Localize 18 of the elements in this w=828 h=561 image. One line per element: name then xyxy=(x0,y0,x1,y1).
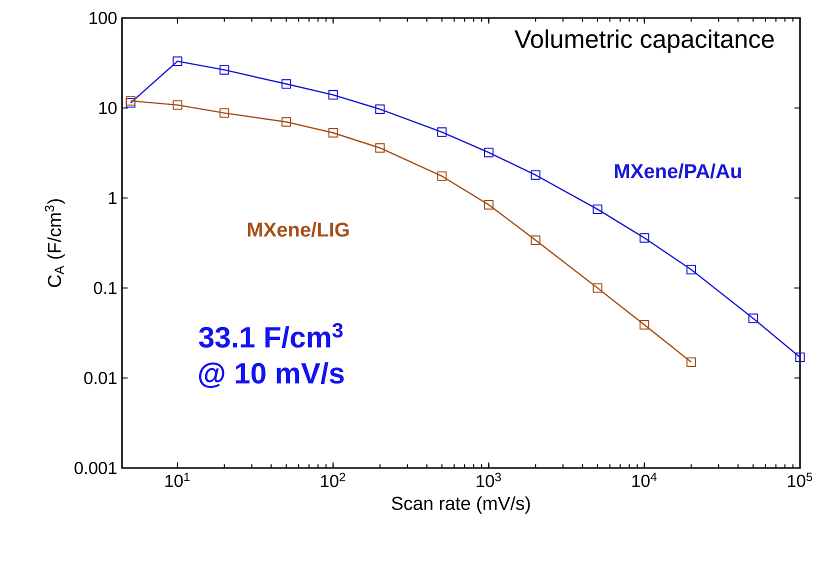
y-tick-label: 0.001 xyxy=(74,462,116,474)
annotation: @ 10 mV/s xyxy=(199,362,344,388)
x-axis-title: Scan rate (mV/s) xyxy=(392,496,530,514)
y-axis-title: C$_{A}$ (F/cm$^{3}$) xyxy=(44,199,65,288)
x-tick-label: 10$^{2}$ xyxy=(321,472,346,488)
y-tick-label: 0.01 xyxy=(84,372,116,384)
x-tick-label: 10$^{5}$ xyxy=(788,472,812,488)
chart-title: Volumetric capacitance xyxy=(514,29,774,54)
y-tick-label: 0.1 xyxy=(94,282,116,294)
x-tick-label: 10$^{1}$ xyxy=(165,472,190,488)
x-tick-label: 10$^{4}$ xyxy=(632,472,657,488)
y-tick-label: 100 xyxy=(90,12,117,24)
text: MXene/LIG xyxy=(248,222,349,237)
y-tick-label: 10 xyxy=(99,102,117,114)
x-tick-label: 10$^{3}$ xyxy=(476,472,501,488)
series-label: MXene/PA/Au xyxy=(615,164,741,178)
y-tick-label: 1 xyxy=(108,192,116,204)
annotation: 33.1 F/cm$^{3}$ xyxy=(198,322,343,348)
